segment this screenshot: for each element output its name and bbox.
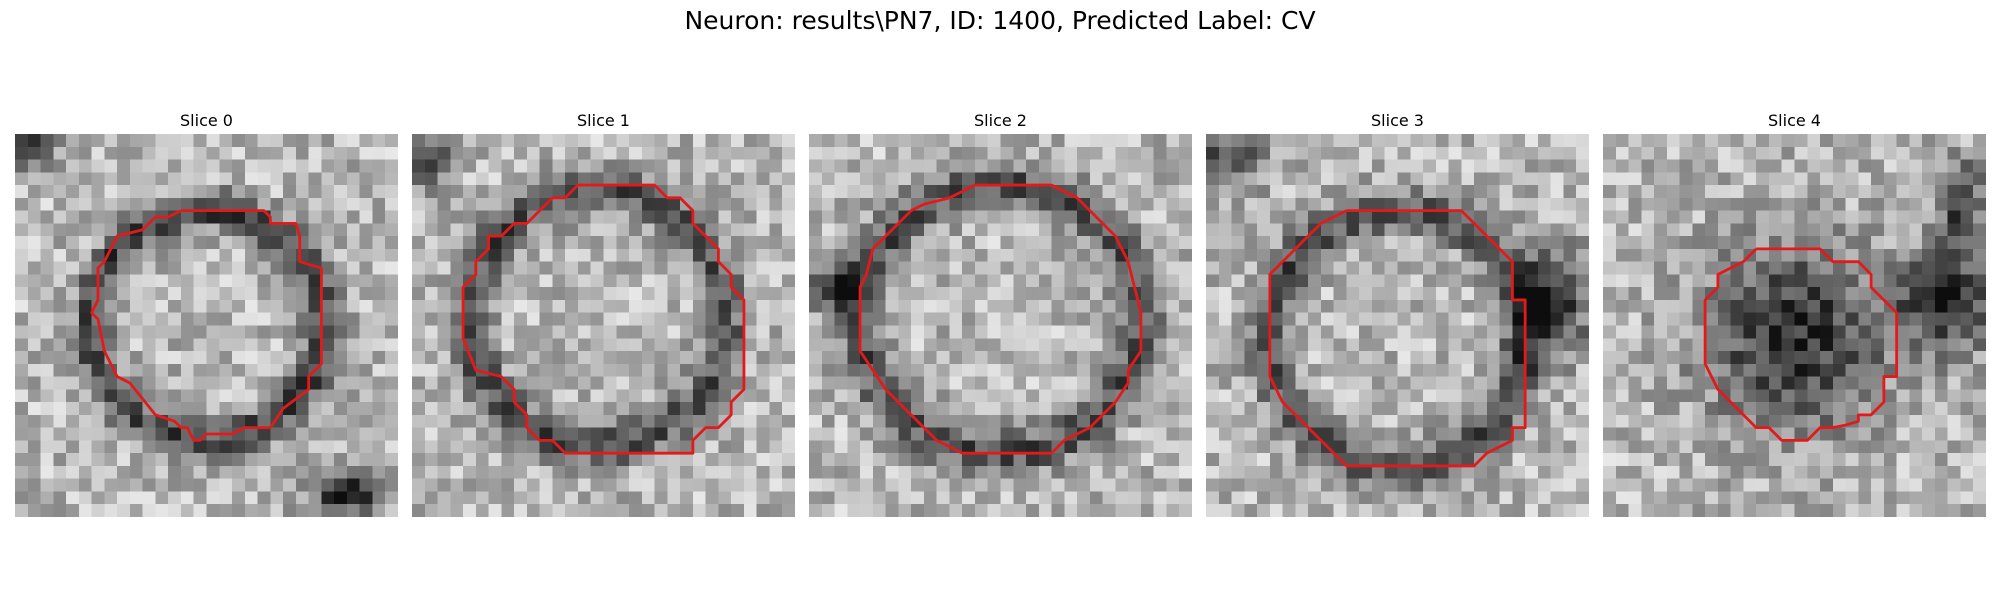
slice-title: Slice 0 (180, 111, 233, 130)
slice-title: Slice 3 (1371, 111, 1424, 130)
slice-title: Slice 4 (1768, 111, 1821, 130)
slice-panel-2: Slice 2 (809, 108, 1192, 517)
slice-panel-3: Slice 3 (1206, 108, 1589, 517)
slice-panel-0: Slice 0 (15, 108, 398, 517)
slice-title: Slice 2 (974, 111, 1027, 130)
slice-panel-1: Slice 1 (412, 108, 795, 517)
slice-image (1206, 134, 1589, 517)
slice-panel-4: Slice 4 (1603, 108, 1986, 517)
slice-image (15, 134, 398, 517)
figure-title: Neuron: results\PN7, ID: 1400, Predicted… (684, 6, 1316, 35)
slice-image (1603, 134, 1986, 517)
slice-title: Slice 1 (577, 111, 630, 130)
slice-image (412, 134, 795, 517)
slice-image (809, 134, 1192, 517)
